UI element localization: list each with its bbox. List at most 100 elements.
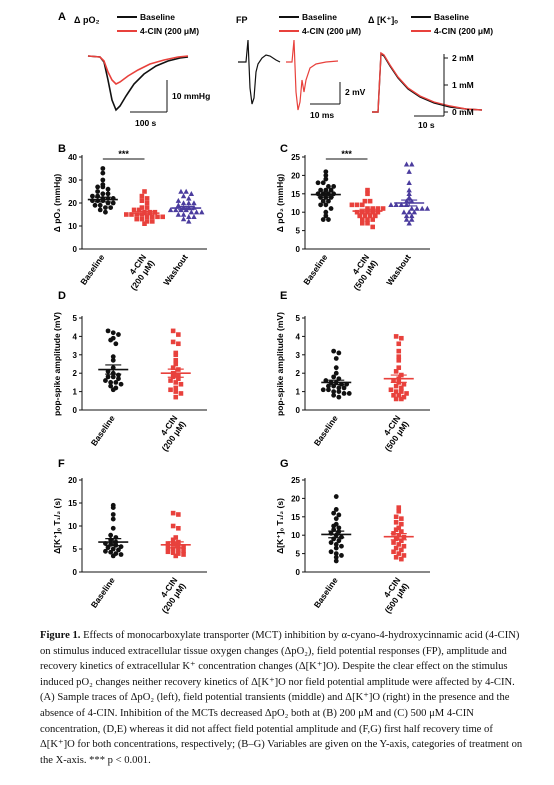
scalebar-po2-horizontal-label: 100 s (135, 118, 157, 128)
data-point (424, 205, 431, 211)
figure-caption: Figure 1. Effects of monocarboxylate tra… (40, 628, 530, 768)
data-point (373, 213, 378, 219)
y-tick-label: 15 (291, 513, 300, 522)
data-point (375, 209, 381, 215)
trace-k-cin (372, 51, 483, 113)
y-tick-label: 0 (73, 568, 78, 577)
data-point (411, 209, 418, 215)
y-tick-label: 10 (291, 531, 300, 540)
data-point (152, 209, 158, 215)
data-point (320, 387, 326, 393)
y-tick-label: 4 (296, 332, 301, 341)
data-point (118, 381, 124, 387)
data-point (186, 195, 192, 201)
data-point (336, 525, 342, 531)
data-point (110, 525, 116, 531)
data-point (403, 161, 410, 167)
data-point (370, 209, 375, 215)
legend-cin-label: 4-CIN (200 μM) (434, 26, 493, 36)
data-point (144, 219, 150, 224)
data-point (393, 527, 399, 532)
y-tick-label: 1 (296, 388, 301, 397)
data-point (170, 550, 176, 555)
data-point (173, 389, 179, 394)
data-point (341, 391, 347, 396)
data-point (333, 551, 339, 556)
data-point (406, 194, 412, 200)
data-point (375, 206, 381, 211)
data-point (331, 374, 337, 380)
data-point (315, 180, 321, 186)
data-point (144, 205, 150, 210)
data-point (326, 198, 331, 204)
significance-label: *** (118, 149, 129, 159)
data-point (108, 337, 114, 343)
data-point (399, 538, 404, 544)
data-point (113, 380, 119, 385)
data-point (176, 376, 181, 382)
data-point (406, 168, 412, 174)
data-point (404, 391, 409, 396)
y-axis-label: Δ pO₂ (mmHg) (275, 174, 285, 233)
data-point (360, 209, 365, 215)
trace-po2-baseline (87, 55, 189, 112)
data-point (173, 358, 179, 363)
data-point (176, 547, 181, 553)
data-point (336, 512, 342, 518)
data-point (336, 350, 342, 356)
panel-b: B 0 10 20 30 40 Δ pO₂ (mmHg) Baseline 4-CIN(200 … (52, 143, 207, 292)
data-point (139, 198, 145, 203)
data-point (108, 380, 114, 385)
y-tick-label: 0 (73, 245, 78, 254)
y-tick-label: 25 (291, 476, 300, 485)
y-tick-label: 25 (291, 153, 300, 162)
y-tick-label: 0 (296, 245, 301, 254)
panel-f: F 0 5 10 15 20 Δ[K⁺]ₒ T₁/₂ (s) Baseline 4-CIN(20… (52, 458, 207, 615)
data-point (139, 205, 145, 210)
data-point (100, 184, 106, 190)
data-point (396, 365, 402, 370)
data-point (333, 494, 339, 499)
y-tick-label: 20 (291, 171, 300, 180)
data-point (396, 348, 402, 354)
data-point (105, 374, 111, 380)
data-point (199, 209, 205, 215)
data-point (165, 549, 171, 555)
data-point (401, 553, 407, 558)
data-point (100, 191, 106, 197)
data-point (318, 187, 324, 193)
y-tick-label: 5 (296, 227, 301, 236)
data-point (393, 202, 399, 208)
y-tick-label: 40 (68, 153, 77, 162)
data-point (100, 177, 106, 183)
data-point (365, 220, 370, 226)
data-point (393, 554, 399, 560)
data-point (393, 334, 399, 339)
data-point (181, 552, 186, 557)
data-point (391, 378, 396, 383)
data-point (323, 187, 329, 193)
data-point (176, 512, 181, 517)
data-point (137, 207, 142, 213)
data-point (346, 391, 352, 396)
data-point (399, 521, 404, 527)
data-point (103, 205, 108, 211)
data-point (357, 213, 362, 219)
data-point (142, 189, 147, 194)
y-tick-label: 5 (73, 545, 78, 554)
data-point (320, 198, 326, 204)
data-point (142, 221, 147, 226)
data-point (336, 394, 342, 400)
data-point (173, 352, 179, 358)
y-tick-label: 20 (291, 494, 300, 503)
data-point (326, 387, 331, 393)
y-tick-label: 15 (291, 190, 300, 199)
data-point (333, 365, 339, 371)
data-point (186, 214, 192, 219)
data-point (393, 369, 399, 374)
y-axis-label: Δ pO₂ (mmHg) (52, 174, 62, 233)
trace-po2-title: Δ pO₂ (74, 15, 99, 25)
data-point (181, 548, 186, 554)
data-point (365, 217, 370, 222)
data-point (100, 166, 106, 171)
